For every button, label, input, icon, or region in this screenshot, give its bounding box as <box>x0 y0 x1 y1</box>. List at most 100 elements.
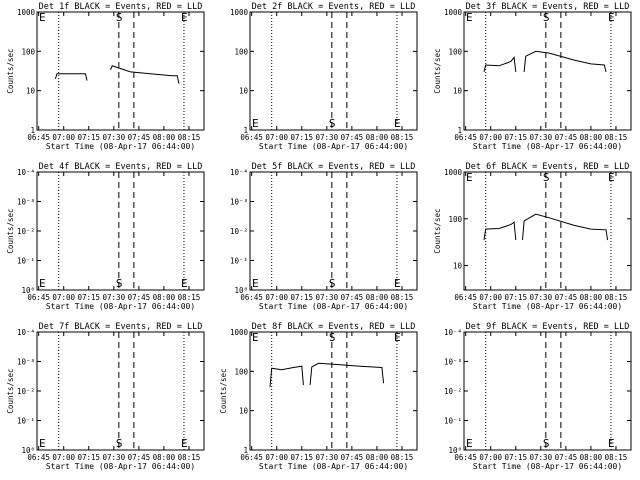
panel-title: Det 6f BLACK = Events, RED = LLD <box>466 162 630 172</box>
y-tick-label: 1 <box>243 446 248 455</box>
y-tick-label: 1 <box>30 126 35 135</box>
y-axis-label: Counts/sec <box>433 208 442 253</box>
x-tick-label: 07:30 <box>530 293 553 302</box>
x-tick-label: 08:00 <box>366 293 389 302</box>
x-tick-label: 07:15 <box>504 293 527 302</box>
panel-det-6: Det 6f BLACK = Events, RED = LLD 10 100 100… <box>433 162 632 311</box>
marker-label-s: S <box>329 277 336 290</box>
x-tick-label: 07:30 <box>103 453 126 462</box>
x-tick-label: 07:00 <box>265 293 288 302</box>
x-tick-label: 08:00 <box>153 293 176 302</box>
marker-label-e: E <box>394 331 401 344</box>
marker-label-e: E <box>252 331 259 344</box>
panel-title: Det 3f BLACK = Events, RED = LLD <box>466 2 630 12</box>
x-axis-label: Start Time (08-Apr-17 06:44:00) <box>259 462 408 471</box>
marker-label-s: S <box>116 277 123 290</box>
x-tick-label: 06:45 <box>27 293 50 302</box>
x-tick-label: 07:15 <box>77 293 100 302</box>
x-tick-label: 08:15 <box>391 133 414 142</box>
x-tick-label: 07:30 <box>530 133 553 142</box>
y-tick-label: 10 <box>453 87 463 96</box>
marker-label-e: E <box>39 277 46 290</box>
y-tick-label: 10⁰ <box>21 446 35 455</box>
x-tick-label: 07:15 <box>290 453 313 462</box>
plot-frame <box>249 11 418 131</box>
x-axis-label: Start Time (08-Apr-17 06:44:00) <box>46 302 195 311</box>
x-tick-label: 07:00 <box>265 133 288 142</box>
marker-label-e: E <box>394 117 401 130</box>
x-tick-label: 08:15 <box>178 133 201 142</box>
x-tick-label: 07:00 <box>265 453 288 462</box>
x-tick-label: 06:45 <box>27 453 50 462</box>
y-tick-label: 10⁻³ <box>17 358 35 367</box>
plot-frame <box>36 11 205 131</box>
x-tick-label: 08:00 <box>580 293 603 302</box>
x-tick-label: 08:00 <box>153 453 176 462</box>
y-tick-label: 10⁰ <box>21 286 35 295</box>
y-tick-label: 10⁻² <box>230 227 248 236</box>
panel-det-8: Det 8f BLACK = Events, RED = LLD 1 10 100 10… <box>219 322 418 471</box>
marker-label-s: S <box>329 331 336 344</box>
marker-label-s: S <box>116 11 123 24</box>
x-tick-label: 08:15 <box>178 453 201 462</box>
x-tick-label: 07:30 <box>316 453 339 462</box>
x-tick-label: 07:15 <box>77 133 100 142</box>
marker-label-e: E <box>466 11 473 24</box>
panel-det-3: Det 3f BLACK = Events, RED = LLD 1 10 100 10… <box>433 2 632 151</box>
x-tick-label: 07:45 <box>128 133 151 142</box>
y-tick-label: 10⁰ <box>448 446 462 455</box>
x-axis-label: Start Time (08-Apr-17 06:44:00) <box>473 462 622 471</box>
marker-label-s: S <box>543 171 550 184</box>
series-line-2 <box>523 50 607 73</box>
y-tick-label: 10⁻² <box>444 387 462 396</box>
marker-label-e: E <box>39 437 46 450</box>
panel-det-4: Det 4f BLACK = Events, RED = LLD 10⁰ 10⁻¹ 1… <box>6 162 205 311</box>
x-tick-label: 08:00 <box>580 453 603 462</box>
x-tick-label: 07:30 <box>316 293 339 302</box>
x-tick-label: 06:45 <box>27 133 50 142</box>
x-tick-label: 08:00 <box>153 133 176 142</box>
marker-label-s: S <box>543 437 550 450</box>
marker-label-e: E <box>181 11 188 24</box>
x-tick-label: 07:00 <box>479 133 502 142</box>
x-tick-label: 07:45 <box>341 453 364 462</box>
y-tick-label: 10⁻¹ <box>444 417 462 426</box>
x-tick-label: 07:30 <box>530 453 553 462</box>
series-line-1 <box>483 56 517 73</box>
y-tick-label: 10⁻¹ <box>17 257 35 266</box>
x-tick-label: 08:00 <box>366 453 389 462</box>
y-tick-label: 10⁻¹ <box>17 417 35 426</box>
y-tick-label: 10⁻³ <box>17 198 35 207</box>
y-tick-label: 10⁰ <box>234 286 248 295</box>
y-tick-label: 1000 <box>17 8 36 17</box>
y-tick-label: 100 <box>448 47 462 56</box>
panel-title: Det 2f BLACK = Events, RED = LLD <box>252 2 416 12</box>
x-tick-label: 08:15 <box>605 453 628 462</box>
x-tick-label: 08:15 <box>605 133 628 142</box>
y-axis-label: Counts/sec <box>6 368 15 413</box>
x-tick-label: 08:00 <box>366 133 389 142</box>
series-line-2 <box>110 65 180 84</box>
y-tick-label: 10⁻⁴ <box>17 168 35 177</box>
y-tick-label: 1000 <box>230 8 249 17</box>
marker-label-e: E <box>394 277 401 290</box>
y-tick-label: 10 <box>239 407 249 416</box>
series-line-2 <box>522 213 609 241</box>
y-tick-label: 10⁻² <box>17 387 35 396</box>
x-tick-label: 06:45 <box>240 293 263 302</box>
x-tick-label: 07:00 <box>52 133 75 142</box>
x-tick-label: 08:15 <box>391 293 414 302</box>
x-tick-label: 06:45 <box>240 133 263 142</box>
marker-label-s: S <box>543 11 550 24</box>
x-tick-label: 07:15 <box>504 133 527 142</box>
y-axis-label: Counts/sec <box>433 48 442 93</box>
y-tick-label: 100 <box>21 47 35 56</box>
panel-det-7: Det 7f BLACK = Events, RED = LLD 10⁰ 10⁻¹ 1… <box>6 322 205 471</box>
panel-det-5: Det 5f BLACK = Events, RED = LLD 10⁰ 10⁻¹ 1… <box>230 162 418 311</box>
x-tick-label: 07:30 <box>103 293 126 302</box>
y-tick-label: 1000 <box>444 8 463 17</box>
y-tick-label: 10⁻¹ <box>230 257 248 266</box>
panel-title: Det 5f BLACK = Events, RED = LLD <box>252 162 416 172</box>
y-tick-label: 1000 <box>230 328 249 337</box>
marker-label-e: E <box>181 437 188 450</box>
